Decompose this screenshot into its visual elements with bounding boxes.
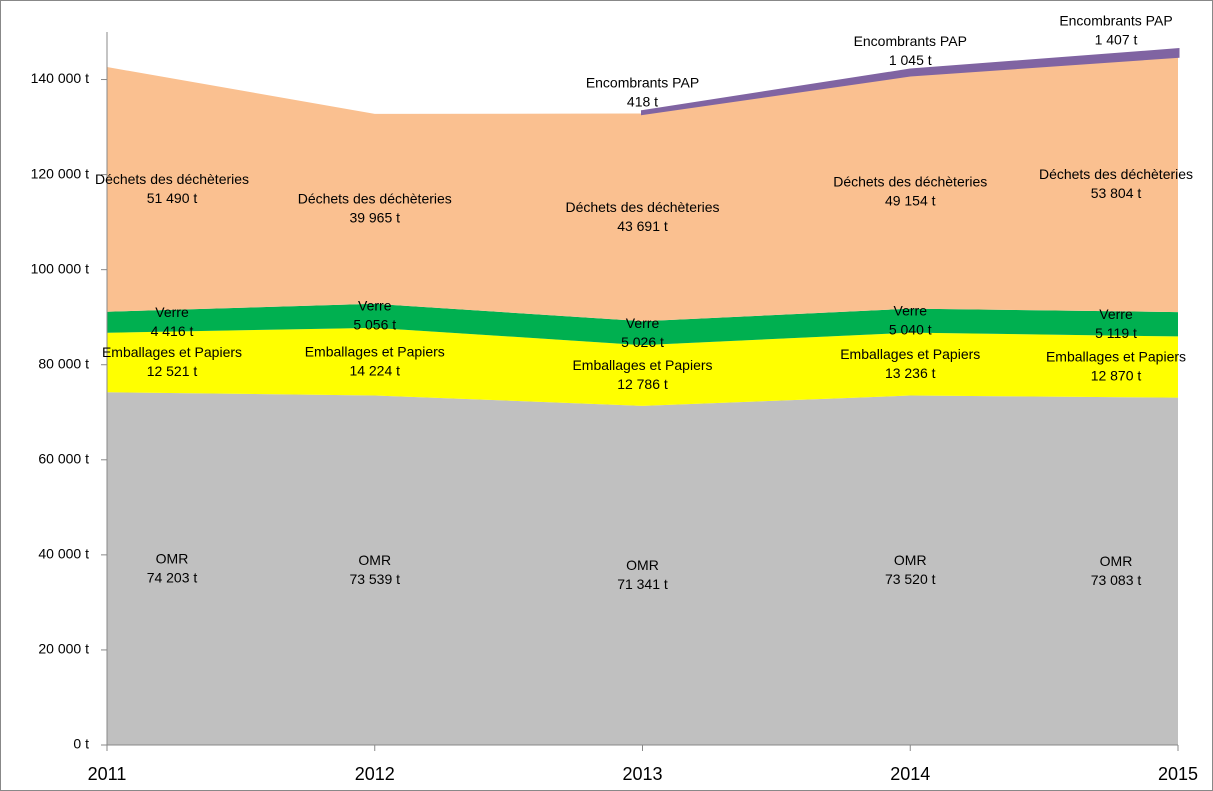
data-label: 12 521 t bbox=[147, 363, 198, 379]
data-label: 71 341 t bbox=[617, 576, 668, 592]
data-label: 51 490 t bbox=[147, 190, 198, 206]
data-label: 39 965 t bbox=[349, 210, 400, 226]
data-label: 5 026 t bbox=[621, 334, 664, 350]
data-label: 73 539 t bbox=[349, 571, 400, 587]
area bbox=[107, 303, 1178, 346]
data-label: Encombrants PAP bbox=[586, 74, 699, 90]
data-label: OMR bbox=[894, 552, 927, 568]
data-label: 13 236 t bbox=[885, 365, 936, 381]
data-label: Verre bbox=[155, 304, 189, 320]
data-label: Encombrants PAP bbox=[1059, 12, 1172, 28]
data-label: 73 520 t bbox=[885, 571, 936, 587]
data-label: OMR bbox=[1100, 553, 1133, 569]
y-tick-label: 140 000 t bbox=[31, 70, 89, 86]
y-tick-label: 40 000 t bbox=[38, 546, 89, 562]
data-label: 5 119 t bbox=[1095, 325, 1137, 341]
data-label: Verre bbox=[358, 298, 392, 314]
data-label: 53 804 t bbox=[1091, 185, 1142, 201]
areas bbox=[107, 48, 1180, 745]
data-label: Encombrants PAP bbox=[854, 33, 967, 49]
data-label: Déchets des déchèteries bbox=[95, 171, 249, 187]
data-label: 49 154 t bbox=[885, 193, 936, 209]
data-label: Emballages et Papiers bbox=[1046, 349, 1186, 365]
data-label: Emballages et Papiers bbox=[840, 346, 980, 362]
data-label: 418 t bbox=[627, 93, 658, 109]
data-label: Déchets des déchèteries bbox=[565, 199, 719, 215]
area bbox=[641, 48, 1180, 116]
data-label: 5 056 t bbox=[353, 317, 396, 333]
data-label: 73 083 t bbox=[1091, 572, 1142, 588]
data-label: 12 870 t bbox=[1091, 368, 1142, 384]
data-label: 1 045 t bbox=[889, 52, 932, 68]
data-label: Verre bbox=[626, 315, 660, 331]
y-tick-label: 60 000 t bbox=[38, 451, 89, 467]
x-tick-label: 2011 bbox=[88, 764, 127, 784]
x-tick-label: 2013 bbox=[622, 764, 662, 784]
data-label: 74 203 t bbox=[147, 569, 198, 585]
x-tick-label: 2015 bbox=[1158, 764, 1198, 784]
y-tick-label: 120 000 t bbox=[31, 165, 89, 181]
area bbox=[107, 392, 1178, 745]
data-label: 14 224 t bbox=[349, 362, 400, 378]
data-label: Emballages et Papiers bbox=[102, 344, 242, 360]
data-label: Déchets des déchèteries bbox=[298, 191, 452, 207]
data-label: Déchets des déchèteries bbox=[833, 174, 987, 190]
y-tick-label: 20 000 t bbox=[38, 641, 89, 657]
y-tick-label: 80 000 t bbox=[38, 355, 89, 371]
area bbox=[107, 327, 1178, 406]
y-tick-label: 0 t bbox=[73, 736, 89, 752]
data-label: Déchets des déchèteries bbox=[1039, 166, 1193, 182]
data-label: 12 786 t bbox=[617, 376, 668, 392]
data-label: 4 416 t bbox=[151, 323, 194, 339]
y-tick-label: 100 000 t bbox=[31, 260, 89, 276]
data-label: 5 040 t bbox=[889, 321, 932, 337]
data-label: Verre bbox=[894, 302, 928, 318]
area bbox=[107, 56, 1178, 322]
data-label: OMR bbox=[156, 550, 189, 566]
data-label: OMR bbox=[358, 552, 391, 568]
data-label: OMR bbox=[626, 557, 659, 573]
data-label: Emballages et Papiers bbox=[572, 357, 712, 373]
data-label: Emballages et Papiers bbox=[305, 343, 445, 359]
data-label: 1 407 t bbox=[1095, 31, 1138, 47]
data-label: Verre bbox=[1099, 306, 1133, 322]
data-label: 43 691 t bbox=[617, 218, 668, 234]
x-tick-label: 2014 bbox=[890, 764, 930, 784]
x-tick-label: 2012 bbox=[355, 764, 395, 784]
